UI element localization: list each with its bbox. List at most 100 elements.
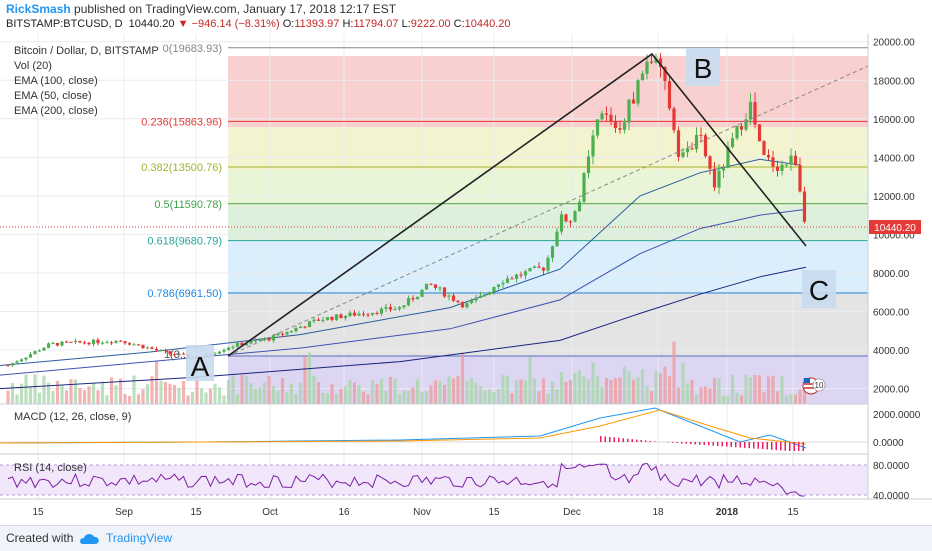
fibonacci-zones xyxy=(228,56,868,404)
macd-histogram-bar xyxy=(762,442,764,449)
time-tick-label: 15 xyxy=(190,507,202,518)
volume-bar xyxy=(492,392,495,404)
volume-bar xyxy=(348,380,351,404)
candle-body xyxy=(407,298,410,305)
candle-body xyxy=(78,341,81,342)
volume-bar xyxy=(128,396,131,404)
volume-bar xyxy=(393,378,396,404)
rsi-tick-label: 80.0000 xyxy=(873,461,910,472)
price-tick-label: 4000.00 xyxy=(873,346,910,357)
author-link[interactable]: RickSmash xyxy=(6,2,71,16)
candle-body xyxy=(24,357,27,359)
price-tick-label: 2000.00 xyxy=(873,385,910,396)
candle-body xyxy=(501,283,504,285)
time-tick-label: 15 xyxy=(32,507,44,518)
candle-body xyxy=(515,275,518,279)
volume-bar xyxy=(362,392,365,404)
candle-body xyxy=(42,348,45,351)
publish-header: RickSmash published on TradingView.com, … xyxy=(6,2,396,16)
volume-bar xyxy=(384,391,387,404)
candle-body xyxy=(11,363,14,365)
candle-body xyxy=(623,123,626,130)
candle-body xyxy=(371,313,374,315)
candle-body xyxy=(789,156,792,165)
candle-body xyxy=(528,268,531,271)
price-tick-label: 8000.00 xyxy=(873,269,910,280)
volume-bar xyxy=(191,392,194,404)
volume-bar xyxy=(6,391,9,404)
candle-body xyxy=(533,267,536,268)
macd-histogram-bar xyxy=(636,440,638,442)
low-value: 9222.00 xyxy=(411,18,451,30)
candle-body xyxy=(420,290,423,297)
volume-bar xyxy=(501,375,504,404)
volume-bar xyxy=(618,377,621,404)
candle-body xyxy=(236,343,239,347)
volume-bar xyxy=(263,383,266,404)
candle-body xyxy=(627,100,630,123)
volume-bar xyxy=(758,375,761,404)
point-a-label: A xyxy=(186,345,214,382)
volume-bar xyxy=(798,389,801,404)
volume-bar xyxy=(600,387,603,404)
price-chart[interactable]: 0(19683.93)0.236(15863.96)0.382(13500.76… xyxy=(0,34,932,524)
volume-bar xyxy=(483,390,486,404)
last-price: 10440.20 xyxy=(129,18,175,30)
candle-body xyxy=(650,62,653,63)
price-change: −946.14 (−8.31%) xyxy=(192,18,280,30)
volume-bar xyxy=(339,389,342,404)
candle-body xyxy=(470,300,473,303)
candle-body xyxy=(771,157,774,166)
candle-body xyxy=(492,287,495,292)
macd-label: MACD (12, 26, close, 9) xyxy=(14,411,131,423)
candle-body xyxy=(47,343,50,347)
volume-bar xyxy=(605,378,608,404)
candle-body xyxy=(74,341,77,342)
legend-vol: Vol (20) xyxy=(14,60,52,72)
volume-bar xyxy=(38,393,41,404)
volume-bar xyxy=(681,363,684,404)
volume-bar xyxy=(452,378,455,404)
volume-bar xyxy=(569,380,572,404)
volume-bar xyxy=(510,393,513,404)
point-b-label: B xyxy=(686,48,720,86)
candle-body xyxy=(735,126,738,138)
candle-body xyxy=(290,331,293,332)
volume-bar xyxy=(713,378,716,404)
candle-body xyxy=(618,128,621,130)
macd-histogram-bar xyxy=(681,442,683,443)
volume-bar xyxy=(173,385,176,404)
volume-bar xyxy=(218,387,221,404)
candle-body xyxy=(294,328,297,331)
volume-bar xyxy=(767,377,770,404)
volume-bar xyxy=(366,395,369,404)
volume-bar xyxy=(632,380,635,404)
fib-level-label: 0.236(15863.96) xyxy=(141,116,222,128)
volume-bar xyxy=(627,371,630,404)
volume-bar xyxy=(528,357,531,404)
volume-bar xyxy=(636,377,639,404)
candle-body xyxy=(551,246,554,258)
macd-histogram-bar xyxy=(668,442,670,443)
volume-bar xyxy=(285,393,288,404)
macd-histogram-bar xyxy=(776,442,778,450)
candle-body xyxy=(110,342,113,343)
volume-bar xyxy=(83,390,86,404)
candle-body xyxy=(366,314,369,315)
candle-body xyxy=(636,80,639,103)
candle-body xyxy=(479,296,482,298)
candle-body xyxy=(308,321,311,327)
volume-bar xyxy=(780,376,783,404)
macd-histogram-bar xyxy=(645,441,647,443)
open-label: O: xyxy=(283,18,295,30)
symbol-name: BITSTAMP:BTCUSD, D xyxy=(6,18,123,30)
macd-histogram-bar xyxy=(650,441,652,442)
volume-bar xyxy=(51,391,54,404)
tradingview-link[interactable]: TradingView xyxy=(106,531,172,545)
candle-body xyxy=(29,354,32,357)
macd-histogram-bar xyxy=(627,439,629,442)
candle-body xyxy=(389,307,392,310)
candle-body xyxy=(65,342,68,343)
candle-body xyxy=(803,192,806,222)
candle-body xyxy=(92,340,95,344)
